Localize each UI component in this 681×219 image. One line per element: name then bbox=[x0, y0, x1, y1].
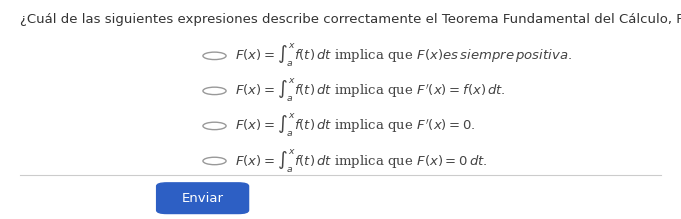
Text: $F(x) = \int_a^x f(t)\, dt$ implica que $F'(x) = f(x)\, dt.$: $F(x) = \int_a^x f(t)\, dt$ implica que … bbox=[235, 77, 506, 104]
Text: Enviar: Enviar bbox=[182, 192, 223, 205]
Text: $F(x) = \int_a^x f(t)\, dt$ implica que $F(x) = 0\, dt.$: $F(x) = \int_a^x f(t)\, dt$ implica que … bbox=[235, 147, 488, 175]
Text: $F(x) = \int_a^x f(t)\, dt$ implica que $F'(x) = 0.$: $F(x) = \int_a^x f(t)\, dt$ implica que … bbox=[235, 112, 475, 140]
FancyBboxPatch shape bbox=[157, 183, 249, 214]
Text: $F(x) = \int_a^x f(t)\, dt$ implica que $F(x)$$\it{es\,siempre\,positiva.}$: $F(x) = \int_a^x f(t)\, dt$ implica que … bbox=[235, 42, 572, 69]
Text: ¿Cuál de las siguientes expresiones describe correctamente el Teorema Fundamenta: ¿Cuál de las siguientes expresiones desc… bbox=[20, 13, 681, 26]
